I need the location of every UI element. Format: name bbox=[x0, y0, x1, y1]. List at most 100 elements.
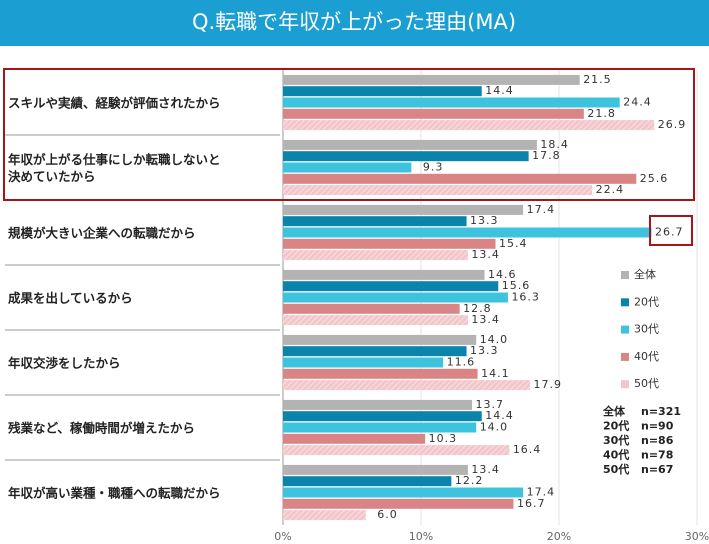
value-label: 24.4 bbox=[623, 96, 652, 109]
bar bbox=[283, 86, 482, 97]
legend-swatch bbox=[621, 352, 629, 361]
value-label: 14.1 bbox=[481, 367, 510, 380]
bar bbox=[283, 74, 580, 85]
category-label: 年収交渉をしたから bbox=[8, 355, 121, 370]
bar bbox=[283, 216, 467, 227]
bar-hatch bbox=[283, 380, 531, 391]
value-label: 17.8 bbox=[532, 149, 561, 162]
sample-size: n=67 bbox=[641, 463, 673, 476]
value-label: 26.7 bbox=[655, 226, 684, 239]
value-label: 12.2 bbox=[455, 474, 484, 487]
bar bbox=[283, 334, 477, 345]
value-label: 13.4 bbox=[471, 248, 500, 261]
value-label: 6.0 bbox=[377, 508, 398, 521]
sample-size: n=90 bbox=[641, 420, 674, 433]
bar bbox=[283, 399, 473, 410]
bar bbox=[283, 476, 452, 487]
bar bbox=[283, 346, 467, 357]
bar bbox=[283, 173, 637, 184]
value-label: 9.3 bbox=[423, 161, 444, 174]
value-label: 13.3 bbox=[470, 344, 499, 357]
bar-hatch bbox=[283, 120, 655, 131]
value-label: 14.0 bbox=[480, 421, 509, 434]
value-label: 13.4 bbox=[471, 313, 500, 326]
bar-hatch bbox=[283, 315, 468, 326]
value-label: 13.3 bbox=[470, 214, 499, 227]
chart-title: Q.転職で年収が上がった理由(MA) bbox=[192, 10, 516, 34]
legend-label: 40代 bbox=[634, 350, 659, 363]
bar bbox=[283, 97, 620, 108]
category-label: 年収が高い業種・職種への転職だから bbox=[8, 485, 221, 500]
legend-swatch bbox=[621, 380, 629, 389]
value-label: 14.6 bbox=[488, 268, 517, 281]
legend-label: 20代 bbox=[634, 295, 659, 308]
legend-label: 30代 bbox=[634, 323, 659, 336]
bar-hatch bbox=[283, 250, 468, 261]
title-bar bbox=[0, 0, 709, 46]
x-tick-label: 0% bbox=[274, 530, 291, 543]
category-label: 成果を出しているから bbox=[8, 290, 133, 305]
x-tick-label: 10% bbox=[409, 530, 433, 543]
value-label: 13.7 bbox=[476, 398, 505, 411]
sample-size: n=321 bbox=[641, 405, 681, 418]
sample-group: 20代 bbox=[603, 419, 629, 433]
value-label: 16.4 bbox=[513, 443, 542, 456]
bar bbox=[283, 498, 514, 509]
bar bbox=[283, 422, 477, 433]
value-label: 21.5 bbox=[583, 73, 612, 86]
bar bbox=[283, 281, 499, 292]
value-label: 18.4 bbox=[540, 138, 569, 151]
value-label: 17.4 bbox=[527, 203, 556, 216]
value-label: 22.4 bbox=[596, 183, 625, 196]
bar bbox=[283, 464, 468, 475]
bar-hatch bbox=[283, 445, 510, 456]
bar bbox=[283, 108, 584, 119]
x-tick-label: 20% bbox=[547, 530, 571, 543]
highlight-box bbox=[649, 215, 693, 246]
value-label: 12.8 bbox=[463, 302, 492, 315]
x-tick-label: 30% bbox=[685, 530, 709, 543]
value-label: 11.6 bbox=[447, 356, 476, 369]
value-label: 17.9 bbox=[534, 378, 563, 391]
highlight-box bbox=[3, 68, 695, 201]
bar bbox=[283, 357, 444, 368]
bar bbox=[283, 139, 537, 150]
legend-label: 全体 bbox=[634, 267, 656, 281]
category-label: 年収が上がる仕事にしか転職しないと 決めていたから bbox=[8, 151, 221, 184]
value-label: 15.4 bbox=[499, 237, 528, 250]
legend-swatch bbox=[621, 298, 629, 307]
category-label: 残業など、稼働時間が増えたから bbox=[8, 420, 195, 435]
value-label: 26.9 bbox=[658, 118, 687, 131]
value-label: 25.6 bbox=[640, 172, 669, 185]
bar bbox=[283, 411, 482, 422]
bar bbox=[283, 292, 508, 303]
sample-group: 40代 bbox=[603, 448, 629, 462]
value-label: 16.3 bbox=[511, 291, 540, 304]
bar bbox=[283, 238, 496, 249]
bar bbox=[283, 227, 652, 238]
category-label: スキルや実績、経験が評価されたから bbox=[8, 95, 221, 110]
legend-label: 50代 bbox=[634, 377, 659, 390]
category-label: 規模が大きい企業への転職だから bbox=[8, 225, 196, 240]
value-label: 13.4 bbox=[471, 463, 500, 476]
value-label: 10.3 bbox=[429, 432, 458, 445]
sample-size: n=78 bbox=[641, 449, 673, 462]
value-label: 17.4 bbox=[527, 486, 556, 499]
value-label: 14.4 bbox=[485, 84, 514, 97]
bar bbox=[283, 433, 426, 444]
sample-size: n=86 bbox=[641, 434, 674, 447]
bar bbox=[283, 303, 460, 314]
bar-hatch bbox=[283, 185, 593, 196]
value-label: 21.8 bbox=[587, 107, 616, 120]
sample-group: 50代 bbox=[603, 462, 629, 476]
bar bbox=[283, 162, 412, 173]
value-label: 16.7 bbox=[517, 497, 546, 510]
bar bbox=[283, 204, 524, 215]
legend-swatch bbox=[621, 271, 629, 279]
legend-swatch bbox=[621, 325, 629, 334]
value-label: 14.0 bbox=[480, 333, 509, 346]
bar bbox=[283, 151, 529, 162]
bar bbox=[283, 368, 478, 379]
bar-hatch bbox=[283, 510, 366, 521]
